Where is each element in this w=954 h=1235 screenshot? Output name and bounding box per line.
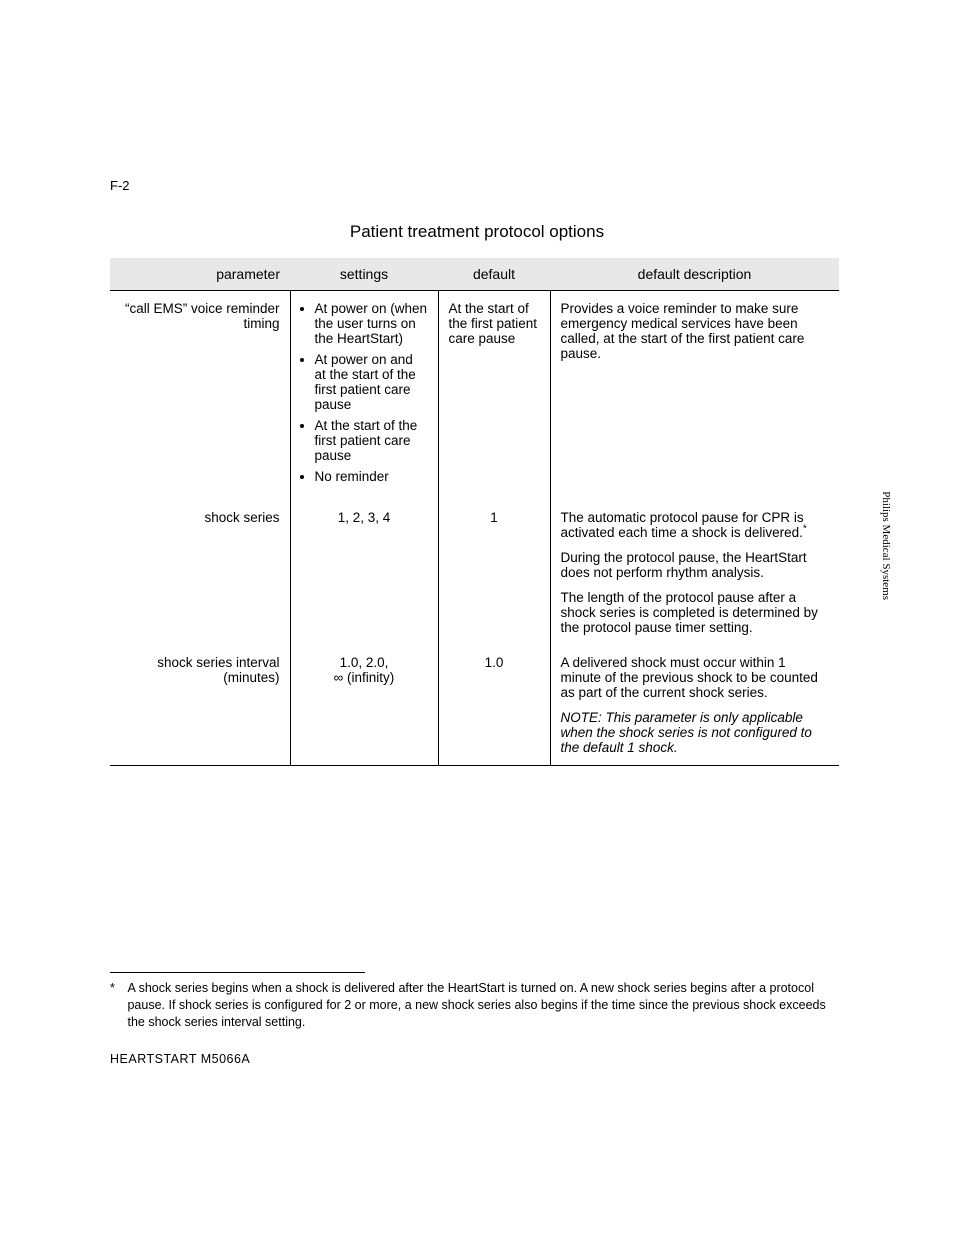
settings-bullet: At the start of the first patient care p…: [315, 418, 428, 463]
cell-parameter: “call EMS” voice reminder timing: [110, 291, 290, 501]
cell-settings: 1, 2, 3, 4: [290, 500, 438, 645]
description-paragraph: NOTE: This parameter is only applicable …: [561, 710, 830, 755]
table-row: shock series1, 2, 3, 41 The automatic pro…: [110, 500, 839, 645]
cell-settings: At power on (when the user turns on the …: [290, 291, 438, 501]
cell-parameter: shock series interval (minutes): [110, 645, 290, 766]
footnote-text: A shock series begins when a shock is de…: [127, 980, 837, 1031]
cell-description: A delivered shock must occur within 1 mi…: [550, 645, 839, 766]
footnote-mark: *: [110, 980, 124, 997]
description-paragraph: A delivered shock must occur within 1 mi…: [561, 655, 830, 700]
cell-parameter: shock series: [110, 500, 290, 645]
cell-description: Provides a voice reminder to make sure e…: [550, 291, 839, 501]
side-brand-text: Philips Medical Systems: [880, 491, 892, 600]
page-number: F-2: [110, 178, 130, 193]
col-header-parameter: parameter: [110, 258, 290, 291]
description-paragraph: Provides a voice reminder to make sure e…: [561, 301, 830, 361]
protocol-options-table: parameter settings default default descr…: [110, 258, 839, 766]
table-header-row: parameter settings default default descr…: [110, 258, 839, 291]
cell-settings: 1.0, 2.0,∞ (infinity): [290, 645, 438, 766]
description-paragraph: The automatic protocol pause for CPR is …: [561, 510, 830, 540]
settings-bullet: No reminder: [315, 469, 428, 484]
settings-bullet: At power on (when the user turns on the …: [315, 301, 428, 346]
cell-default: At the start of the first patient care p…: [438, 291, 550, 501]
footnote-rule: [110, 972, 365, 973]
table-row: “call EMS” voice reminder timing At power…: [110, 291, 839, 501]
col-header-description: default description: [550, 258, 839, 291]
page-title: Patient treatment protocol options: [0, 222, 954, 242]
cell-default: 1.0: [438, 645, 550, 766]
settings-bullet: At power on and at the start of the firs…: [315, 352, 428, 412]
cell-description: The automatic protocol pause for CPR is …: [550, 500, 839, 645]
col-header-settings: settings: [290, 258, 438, 291]
settings-line: ∞ (infinity): [301, 670, 428, 685]
description-paragraph: During the protocol pause, the HeartStar…: [561, 550, 830, 580]
settings-line: 1.0, 2.0,: [301, 655, 428, 670]
description-paragraph: The length of the protocol pause after a…: [561, 590, 830, 635]
col-header-default: default: [438, 258, 550, 291]
table-row: shock series interval (minutes)1.0, 2.0,…: [110, 645, 839, 766]
footnote: * A shock series begins when a shock is …: [110, 980, 839, 1031]
footer-model: HEARTSTART M5066A: [110, 1052, 250, 1066]
cell-default: 1: [438, 500, 550, 645]
